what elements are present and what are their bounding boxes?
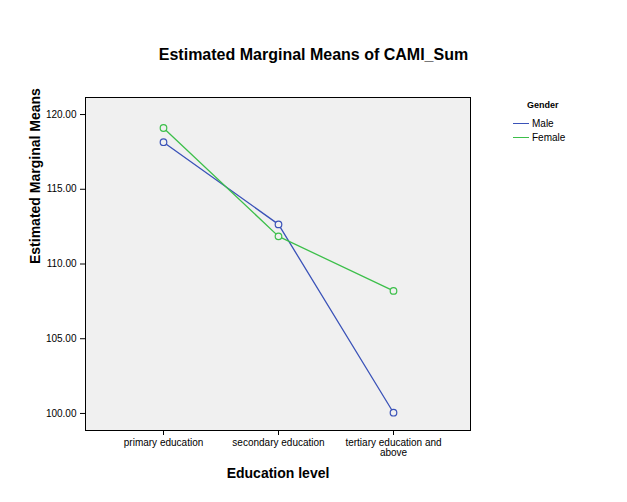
- svg-text:115.00: 115.00: [47, 183, 77, 194]
- svg-text:secondary education: secondary education: [232, 437, 324, 448]
- html-text:Male: Male: [532, 118, 554, 129]
- svg-text:tertiary education andabove: tertiary education andabove: [345, 437, 441, 458]
- svg-text:105.00: 105.00: [46, 333, 77, 344]
- svg-text:110.00: 110.00: [47, 258, 77, 269]
- svg-text:Education level: Education level: [227, 465, 330, 481]
- svg-text:primary education: primary education: [124, 437, 203, 448]
- html-text:Gender: Gender: [527, 100, 559, 110]
- html-text:Estimated Marginal Means of CA: Estimated Marginal Means of CAMI_Sum: [158, 46, 469, 63]
- svg-text:120.00: 120.00: [46, 109, 77, 120]
- svg-text:100.00: 100.00: [46, 408, 77, 419]
- svg-text:Estimated Marginal Means: Estimated Marginal Means: [27, 88, 43, 264]
- html-text:Female: Female: [532, 132, 566, 143]
